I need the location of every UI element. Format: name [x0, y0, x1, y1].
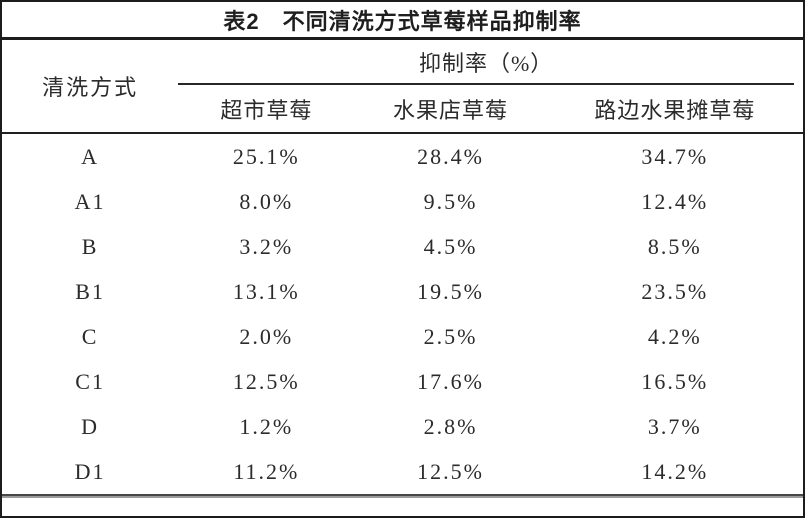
table-row: C1 12.5% 17.6% 16.5%	[2, 359, 803, 404]
value-cell: 12.5%	[417, 458, 484, 484]
value-cell: 3.7%	[647, 413, 702, 439]
row-label: A	[81, 143, 100, 169]
table-row: B1 13.1% 19.5% 23.5%	[2, 269, 803, 314]
value-cell: 2.5%	[423, 323, 478, 349]
table-bottom-rule	[2, 494, 803, 498]
column-header-supermarket: 超市草莓	[220, 97, 313, 123]
row-label: B	[81, 233, 99, 259]
value-cell: 9.5%	[423, 188, 478, 214]
value-cell: 4.2%	[647, 323, 702, 349]
value-cell: 16.5%	[641, 368, 709, 394]
row-label: B1	[75, 278, 105, 304]
value-cell: 12.4%	[641, 188, 709, 214]
row-label: D1	[74, 458, 106, 484]
value-cell: 23.5%	[641, 278, 709, 304]
table-header: 清洗方式 抑制率（%） 超市草莓 水果店草莓 路边水果摊草莓	[2, 40, 803, 134]
column-header-roadside-stand: 路边水果摊草莓	[594, 97, 756, 123]
value-cell: 12.5%	[232, 368, 300, 394]
row-label: A1	[74, 188, 106, 214]
table-row: A 25.1% 28.4% 34.7%	[2, 134, 803, 179]
table-row: D1 11.2% 12.5% 14.2%	[2, 449, 803, 494]
value-cell: 8.5%	[647, 233, 702, 259]
value-cell: 2.8%	[423, 413, 478, 439]
value-cell: 25.1%	[232, 143, 300, 169]
value-cell: 14.2%	[641, 458, 709, 484]
table-body: A 25.1% 28.4% 34.7% A1 8.0% 9.5% 12.4% B…	[2, 134, 803, 494]
column-header-fruit-shop: 水果店草莓	[393, 97, 509, 123]
value-cell: 34.7%	[641, 143, 709, 169]
value-cell: 28.4%	[417, 143, 484, 169]
value-cell: 1.2%	[239, 413, 294, 439]
table-row: D 1.2% 2.8% 3.7%	[2, 404, 803, 449]
row-label: C1	[75, 368, 105, 394]
table-row: C 2.0% 2.5% 4.2%	[2, 314, 803, 359]
value-cell: 17.6%	[417, 368, 484, 394]
table-row: A1 8.0% 9.5% 12.4%	[2, 179, 803, 224]
value-cell: 11.2%	[233, 458, 300, 484]
value-cell: 13.1%	[232, 278, 300, 304]
group-header-inhibition-rate: 抑制率（%）	[178, 40, 794, 85]
column-header-method: 清洗方式	[42, 75, 139, 100]
row-label: D	[81, 413, 100, 439]
value-cell: 19.5%	[417, 278, 484, 304]
table-title: 表2 不同清洗方式草莓样品抑制率	[2, 2, 803, 40]
row-label: C	[81, 323, 99, 349]
value-cell: 2.0%	[239, 323, 294, 349]
value-cell: 8.0%	[239, 188, 294, 214]
value-cell: 3.2%	[239, 233, 294, 259]
value-cell: 4.5%	[423, 233, 478, 259]
table-row: B 3.2% 4.5% 8.5%	[2, 224, 803, 269]
